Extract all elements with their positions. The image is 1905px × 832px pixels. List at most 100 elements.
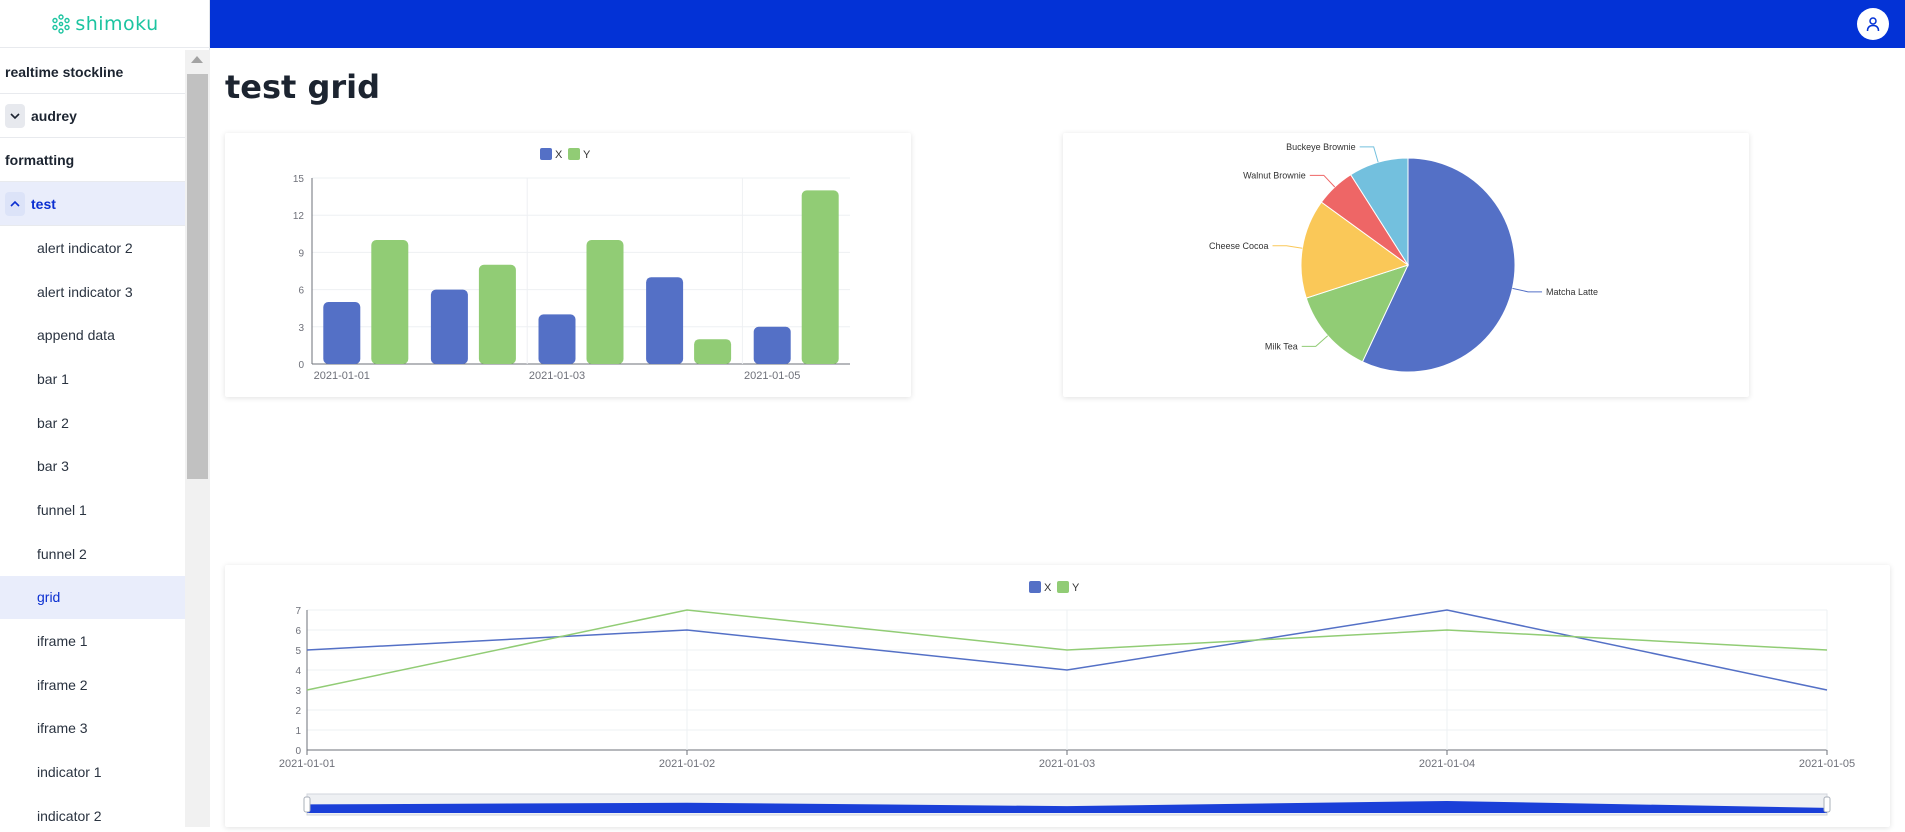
- sidebar-item-label: iframe 1: [37, 633, 88, 649]
- pie-label: Buckeye Brownie: [1286, 142, 1356, 152]
- bar-Y-2021-01-05: [802, 190, 839, 364]
- sidebar-item-append-data[interactable]: append data: [0, 313, 185, 357]
- sidebar-item-bar-1[interactable]: bar 1: [0, 357, 185, 401]
- y-tick-label: 1: [295, 726, 301, 737]
- scrollbar-thumb[interactable]: [187, 74, 208, 479]
- x-tick-label: 2021-01-03: [1039, 758, 1095, 770]
- bar-X-2021-01-03: [539, 314, 576, 364]
- sidebar-item-label: audrey: [31, 108, 77, 124]
- pie-label: Cheese Cocoa: [1209, 241, 1269, 251]
- sidebar-item-alert-indicator-3[interactable]: alert indicator 3: [0, 270, 185, 314]
- bar-X-2021-01-02: [431, 290, 468, 364]
- sidebar-item-alert-indicator-2[interactable]: alert indicator 2: [0, 226, 185, 270]
- sidebar-item-label: append data: [37, 327, 115, 343]
- shimoku-logo-icon: [51, 14, 71, 34]
- sidebar-item-label: iframe 2: [37, 677, 88, 693]
- x-tick-label: 2021-01-04: [1419, 758, 1475, 770]
- legend-swatch-X: [540, 148, 552, 160]
- page-title: test grid: [225, 68, 380, 106]
- pie-label-line: [1310, 175, 1335, 187]
- sidebar-item-label: bar 1: [37, 371, 69, 387]
- sidebar-item-formatting[interactable]: formatting: [0, 138, 185, 182]
- sidebar-scrollbar[interactable]: [185, 50, 210, 827]
- pie-label-line: [1302, 336, 1328, 347]
- sidebar: shimoku realtime stockline audrey formatti…: [0, 0, 210, 827]
- sidebar-item-label: indicator 1: [37, 764, 102, 780]
- sidebar-item-label: funnel 1: [37, 502, 87, 518]
- sidebar-item-label: bar 3: [37, 458, 69, 474]
- sidebar-item-funnel-2[interactable]: funnel 2: [0, 532, 185, 576]
- y-tick-label: 3: [298, 323, 304, 334]
- y-tick-label: 0: [298, 360, 304, 371]
- legend-label-Y: Y: [583, 149, 591, 161]
- x-tick-label: 2021-01-02: [659, 758, 715, 770]
- sidebar-item-label: realtime stockline: [5, 64, 123, 80]
- pie-label-line: [1360, 147, 1378, 162]
- legend-swatch-Y: [568, 148, 580, 160]
- pie-label: Walnut Brownie: [1243, 170, 1306, 180]
- zoom-handle-right[interactable]: [1824, 797, 1830, 812]
- sidebar-item-indicator-1[interactable]: indicator 1: [0, 750, 185, 794]
- pie-chart-card: Matcha Latte Milk Tea Cheese Cocoa Walnut B…: [1063, 133, 1749, 397]
- x-tick-label: 2021-01-03: [529, 370, 585, 382]
- y-tick-label: 7: [295, 606, 301, 617]
- data-zoom-slider[interactable]: [304, 794, 1830, 815]
- legend-label-X: X: [555, 149, 563, 161]
- sidebar-item-label: indicator 2: [37, 808, 102, 824]
- sidebar-item-label: grid: [37, 589, 60, 605]
- x-tick-label: 2021-01-01: [314, 370, 370, 382]
- legend-label-Y: Y: [1072, 582, 1080, 594]
- user-icon: [1865, 16, 1881, 32]
- sidebar-item-bar-2[interactable]: bar 2: [0, 401, 185, 445]
- pie-label: Matcha Latte: [1546, 287, 1598, 297]
- legend-swatch-X: [1029, 581, 1041, 593]
- sidebar-item-label: funnel 2: [37, 546, 87, 562]
- y-tick-label: 3: [295, 686, 301, 697]
- chevron-down-icon[interactable]: [5, 104, 25, 128]
- sidebar-item-label: alert indicator 2: [37, 240, 133, 256]
- sidebar-item-test[interactable]: test: [0, 182, 185, 226]
- logo[interactable]: shimoku: [0, 0, 210, 48]
- sidebar-item-label: test: [31, 196, 56, 212]
- user-menu-button[interactable]: [1857, 8, 1889, 40]
- x-tick-label: 2021-01-05: [1799, 758, 1855, 770]
- pie-label: Milk Tea: [1265, 341, 1298, 351]
- bar-Y-2021-01-02: [479, 265, 516, 364]
- bar-Y-2021-01-01: [371, 240, 408, 364]
- sidebar-item-realtime-stockline[interactable]: realtime stockline: [0, 50, 185, 94]
- sidebar-item-iframe-1[interactable]: iframe 1: [0, 619, 185, 663]
- zoom-handle-left[interactable]: [304, 797, 310, 812]
- sidebar-item-iframe-3[interactable]: iframe 3: [0, 707, 185, 751]
- logo-text: shimoku: [75, 13, 158, 35]
- bar-X-2021-01-01: [323, 302, 360, 364]
- sidebar-item-grid[interactable]: grid: [0, 576, 185, 620]
- bar-X-2021-01-04: [646, 277, 683, 364]
- sidebar-item-audrey[interactable]: audrey: [0, 94, 185, 138]
- sidebar-item-bar-3[interactable]: bar 3: [0, 444, 185, 488]
- chevron-up-icon[interactable]: [5, 192, 25, 216]
- sidebar-nav: realtime stockline audrey formatting test al…: [0, 50, 185, 827]
- y-tick-label: 6: [295, 626, 301, 637]
- top-bar: [210, 0, 1905, 48]
- y-tick-label: 0: [295, 746, 301, 757]
- bar-Y-2021-01-03: [587, 240, 624, 364]
- bar-X-2021-01-05: [754, 327, 791, 364]
- x-tick-label: 2021-01-01: [279, 758, 335, 770]
- x-tick-label: 2021-01-05: [744, 370, 800, 382]
- y-tick-label: 6: [298, 286, 304, 297]
- y-tick-label: 4: [295, 666, 301, 677]
- sidebar-item-indicator-2[interactable]: indicator 2: [0, 794, 185, 827]
- legend-label-X: X: [1044, 582, 1052, 594]
- sidebar-item-funnel-1[interactable]: funnel 1: [0, 488, 185, 532]
- sidebar-item-iframe-2[interactable]: iframe 2: [0, 663, 185, 707]
- y-tick-label: 9: [298, 248, 304, 259]
- y-tick-label: 5: [295, 646, 301, 657]
- sidebar-item-label: formatting: [5, 152, 74, 168]
- pie-label-line: [1512, 288, 1542, 291]
- bar-Y-2021-01-04: [694, 339, 731, 364]
- pie-label-line: [1273, 246, 1303, 249]
- scroll-up-arrow-icon[interactable]: [191, 56, 203, 63]
- sidebar-item-label: iframe 3: [37, 720, 88, 736]
